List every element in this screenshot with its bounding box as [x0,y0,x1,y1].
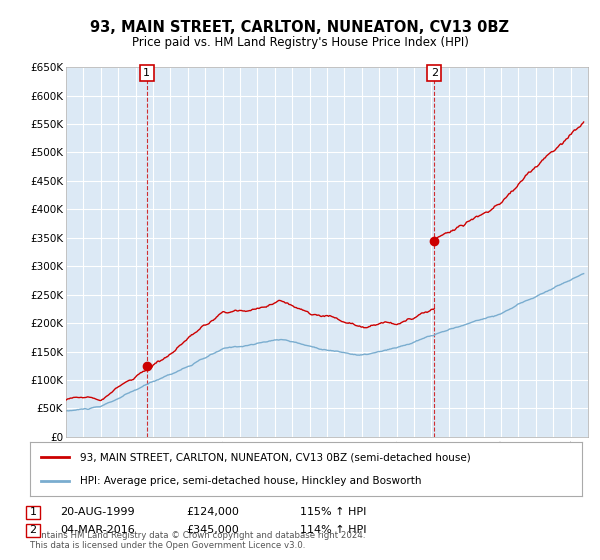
Text: £124,000: £124,000 [186,507,239,517]
Text: 1: 1 [29,507,37,517]
Text: 2: 2 [29,525,37,535]
Text: 93, MAIN STREET, CARLTON, NUNEATON, CV13 0BZ: 93, MAIN STREET, CARLTON, NUNEATON, CV13… [91,20,509,35]
Text: HPI: Average price, semi-detached house, Hinckley and Bosworth: HPI: Average price, semi-detached house,… [80,475,421,486]
Text: 1: 1 [143,68,150,78]
Text: 114% ↑ HPI: 114% ↑ HPI [300,525,367,535]
Text: 04-MAR-2016: 04-MAR-2016 [60,525,135,535]
Text: 20-AUG-1999: 20-AUG-1999 [60,507,134,517]
Text: 115% ↑ HPI: 115% ↑ HPI [300,507,367,517]
Text: Contains HM Land Registry data © Crown copyright and database right 2024.
This d: Contains HM Land Registry data © Crown c… [30,530,365,550]
Text: £345,000: £345,000 [186,525,239,535]
Text: Price paid vs. HM Land Registry's House Price Index (HPI): Price paid vs. HM Land Registry's House … [131,36,469,49]
Text: 93, MAIN STREET, CARLTON, NUNEATON, CV13 0BZ (semi-detached house): 93, MAIN STREET, CARLTON, NUNEATON, CV13… [80,452,470,463]
Text: 2: 2 [431,68,438,78]
